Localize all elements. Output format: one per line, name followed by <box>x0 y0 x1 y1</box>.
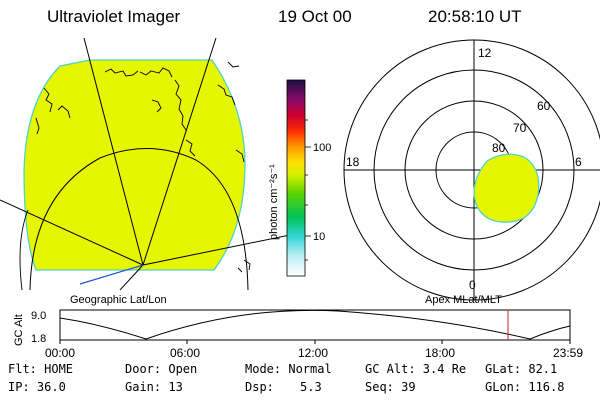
ip-status: IP: 36.0 <box>8 380 66 394</box>
time-label: 20:58:10 UT <box>428 7 522 26</box>
geo-latitude: GLat: 82.1 <box>485 362 558 376</box>
mlt-12-label: 12 <box>478 46 492 60</box>
orbit-xtick-4: 23:59 <box>553 346 583 360</box>
orbit-y-lo: 1.8 <box>31 333 46 345</box>
orbit-xtick-0: 00:00 <box>45 346 75 360</box>
gain-status: Gain: 13 <box>125 380 183 394</box>
orbit-xtick-2: 12:00 <box>298 346 328 360</box>
orbit-altitude-plot: 9.0 1.8 GC Alt 00:00 06:00 12:00 18:00 2… <box>13 309 583 360</box>
latitude-circle <box>29 147 249 290</box>
color-scale: 100 10 photon cm⁻²s⁻¹ <box>268 79 331 277</box>
polar-plot <box>343 39 600 301</box>
orbit-xtick-1: 06:00 <box>170 346 200 360</box>
apex-panel-label: Apex MLat/MLT <box>425 294 502 306</box>
geo-longitude: GLon: 116.8 <box>485 380 565 394</box>
colorbar-tick-100: 100 <box>313 142 331 154</box>
flight-status: Flt: HOME <box>8 362 74 376</box>
mlat-60-label: 60 <box>537 99 551 113</box>
mlat-70-label: 70 <box>513 121 527 135</box>
date-label: 19 Oct 00 <box>278 7 352 26</box>
instrument-title: Ultraviolet Imager <box>47 7 181 26</box>
colorbar-unit-label: photon cm⁻²s⁻¹ <box>268 164 280 240</box>
mlt-6-label: 6 <box>575 155 582 169</box>
colorbar-tick-10: 10 <box>313 231 325 243</box>
uv-emission-region <box>23 59 246 271</box>
polar-labels: 12 18 6 0 60 70 80 <box>346 46 582 292</box>
dsp-value: 5.3 <box>300 380 322 394</box>
coastlines <box>35 61 251 273</box>
orbit-y-hi: 9.0 <box>31 310 46 322</box>
altitude-curve <box>59 309 571 340</box>
orbit-xtick-3: 18:00 <box>425 346 455 360</box>
sequence-status: Seq: 39 <box>365 380 416 394</box>
mode-status: Mode: Normal <box>245 362 332 376</box>
mlat-80-label: 80 <box>492 141 506 155</box>
polar-emission-region <box>473 153 540 223</box>
gc-altitude-status: GC Alt: 3.4 Re <box>365 362 467 376</box>
orbit-ylabel: GC Alt <box>13 314 25 346</box>
mlt-0-label: 0 <box>469 278 476 292</box>
geographic-image <box>0 38 290 290</box>
dsp-label: Dsp: <box>245 380 274 394</box>
door-status: Door: Open <box>125 362 198 376</box>
mlt-18-label: 18 <box>346 155 360 169</box>
geographic-panel-label: Geographic Lat/Lon <box>70 294 167 306</box>
